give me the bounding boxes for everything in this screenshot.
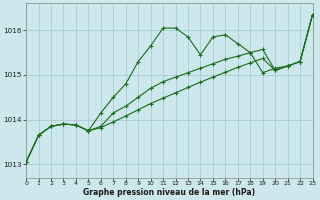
X-axis label: Graphe pression niveau de la mer (hPa): Graphe pression niveau de la mer (hPa) [83, 188, 255, 197]
